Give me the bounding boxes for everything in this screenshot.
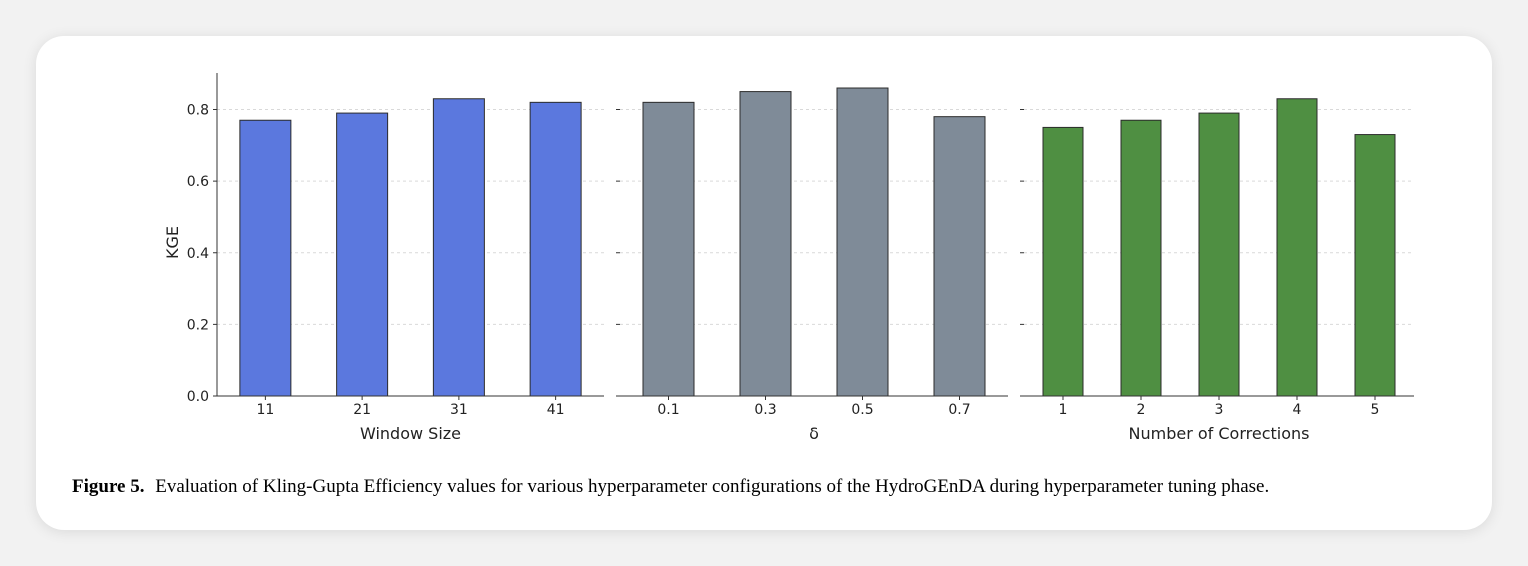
- bar: [933, 116, 986, 397]
- bar: [336, 112, 389, 397]
- y-tick-label: 0.2: [187, 317, 209, 333]
- x-tick-label: 41: [547, 402, 565, 418]
- bar: [239, 119, 292, 397]
- x-tick-label: 0.5: [851, 402, 873, 418]
- x-tick-label: 3: [1215, 402, 1224, 418]
- x-tick-label: 0.3: [754, 402, 776, 418]
- bar: [1276, 98, 1318, 397]
- bar: [432, 98, 485, 397]
- bar: [836, 87, 889, 397]
- y-tick-label: 0.4: [187, 246, 209, 262]
- y-tick-label: 0.8: [187, 103, 209, 119]
- bar: [1120, 119, 1162, 397]
- x-tick-label: 1: [1059, 402, 1068, 418]
- x-tick-label: 4: [1293, 402, 1302, 418]
- x-axis-label: δ: [809, 424, 819, 443]
- bar: [1198, 112, 1240, 397]
- figure-caption: Figure 5. Evaluation of Kling-Gupta Effi…: [72, 476, 1472, 498]
- bar: [529, 101, 582, 397]
- x-tick-label: 0.1: [657, 402, 679, 418]
- x-axis-label: Window Size: [360, 424, 461, 443]
- x-axis-label: Number of Corrections: [1129, 424, 1310, 443]
- x-tick-label: 0.7: [948, 402, 970, 418]
- x-tick-label: 2: [1137, 402, 1146, 418]
- x-tick-label: 11: [256, 402, 274, 418]
- x-tick-label: 21: [353, 402, 371, 418]
- bar: [1042, 126, 1084, 397]
- bar: [642, 101, 695, 397]
- y-tick-label: 0.6: [187, 174, 209, 190]
- bar: [1354, 134, 1396, 397]
- x-tick-label: 5: [1371, 402, 1380, 418]
- y-tick-label: 0.0: [187, 389, 209, 405]
- caption-label: Figure 5.: [72, 476, 145, 497]
- caption-text: Evaluation of Kling-Gupta Efficiency val…: [155, 476, 1270, 497]
- bar: [739, 91, 792, 397]
- x-tick-label: 31: [450, 402, 468, 418]
- y-axis-label: KGE: [163, 226, 182, 259]
